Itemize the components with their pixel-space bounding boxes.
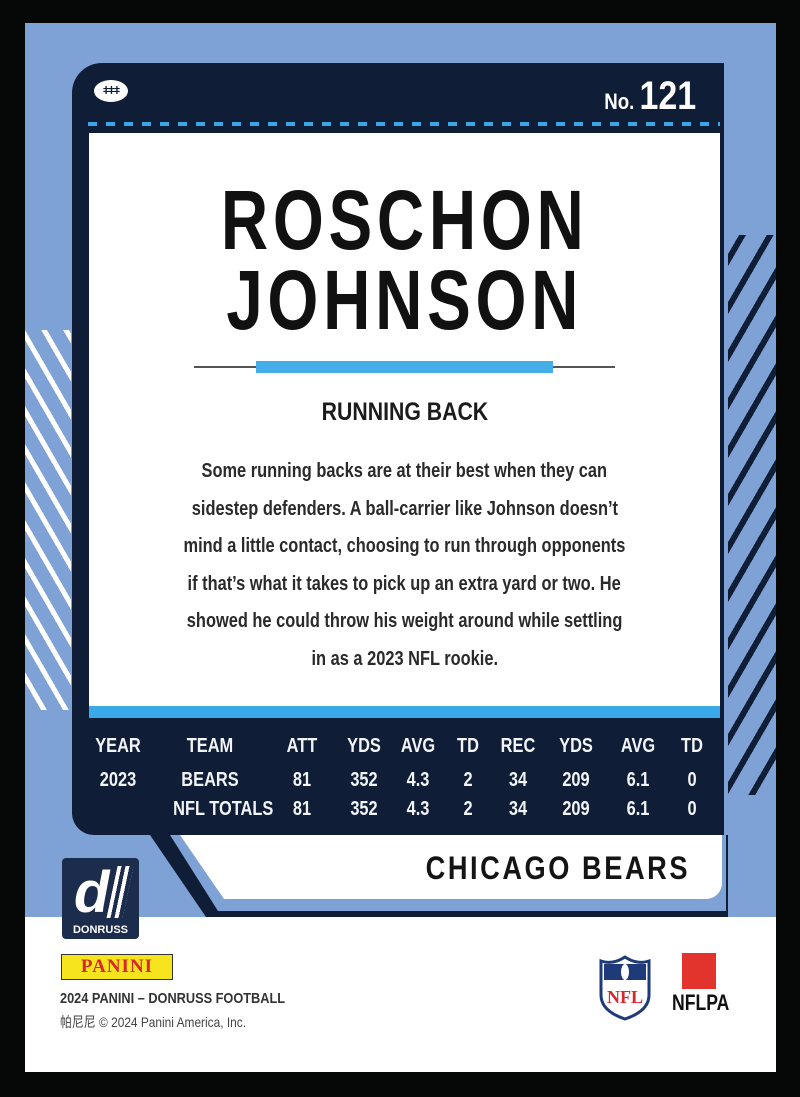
stats-cell: 0 [687,769,697,791]
player-first-name: ROSCHON [220,173,589,267]
football-icon: ǂǂǂ [94,80,128,102]
team-name: CHICAGO BEARS [425,850,690,886]
stats-cell: 2023 [99,769,137,791]
team-box [180,835,722,899]
accent-stripe [89,706,720,718]
stats-header: AVG [400,735,436,757]
nflpa-logo: NFLPA [672,953,729,1016]
panini-logo: PANINI [61,954,173,980]
card-number-value: 121 [639,74,696,118]
nfl-shield-logo: NFL [599,955,651,1021]
stats-header: YEAR [95,735,141,757]
stats-cell: 4.3 [406,769,430,791]
decorative-stripes-right [728,235,776,795]
stats-cell: 2 [463,769,473,791]
stats-cell: 34 [508,769,528,791]
decorative-stripes-left [25,330,71,710]
donruss-logo: d DONRUSS [62,858,139,939]
player-bio: Some running backs are at their best whe… [183,460,626,670]
stats-cell: 352 [350,798,378,820]
set-line: 2024 PANINI – DONRUSS FOOTBALL [60,990,286,1007]
card-number-label: No. [604,89,635,114]
stats-cell: 34 [508,798,528,820]
stats-cell: BEARS [181,769,239,791]
stats-cell: 352 [350,769,378,791]
bio-panel [89,133,720,706]
stats-cell: 6.1 [626,769,650,791]
card-number: No. 121 [604,74,696,119]
stats-header: AVG [620,735,656,757]
player-position: RUNNING BACK [321,398,488,426]
nflpa-player-icon [682,953,716,989]
player-last-name: JOHNSON [226,253,583,347]
copyright-line: 帕尼尼 © 2024 Panini America, Inc. [60,1014,247,1030]
name-divider-accent [256,361,553,373]
stats-header: YDS [347,735,381,757]
stats-cell: 81 [292,798,312,820]
stats-header: REC [500,735,536,757]
dashed-divider [88,122,720,126]
stats-header: TD [457,735,479,757]
stats-cell: 4.3 [406,798,430,820]
svg-text:NFL: NFL [607,987,643,1007]
stats-cell: 209 [562,798,590,820]
stats-cell: NFL TOTALS [173,798,274,820]
stats-header: ATT [286,735,318,757]
stats-cell: 81 [292,769,312,791]
stats-header: TD [681,735,703,757]
stats-cell: 6.1 [626,798,650,820]
stats-cell: 209 [562,769,590,791]
stats-cell: 2 [463,798,473,820]
stats-cell: 0 [687,798,697,820]
card-footer-area [25,917,776,1072]
stats-header: TEAM [186,735,234,757]
stats-header: YDS [559,735,593,757]
